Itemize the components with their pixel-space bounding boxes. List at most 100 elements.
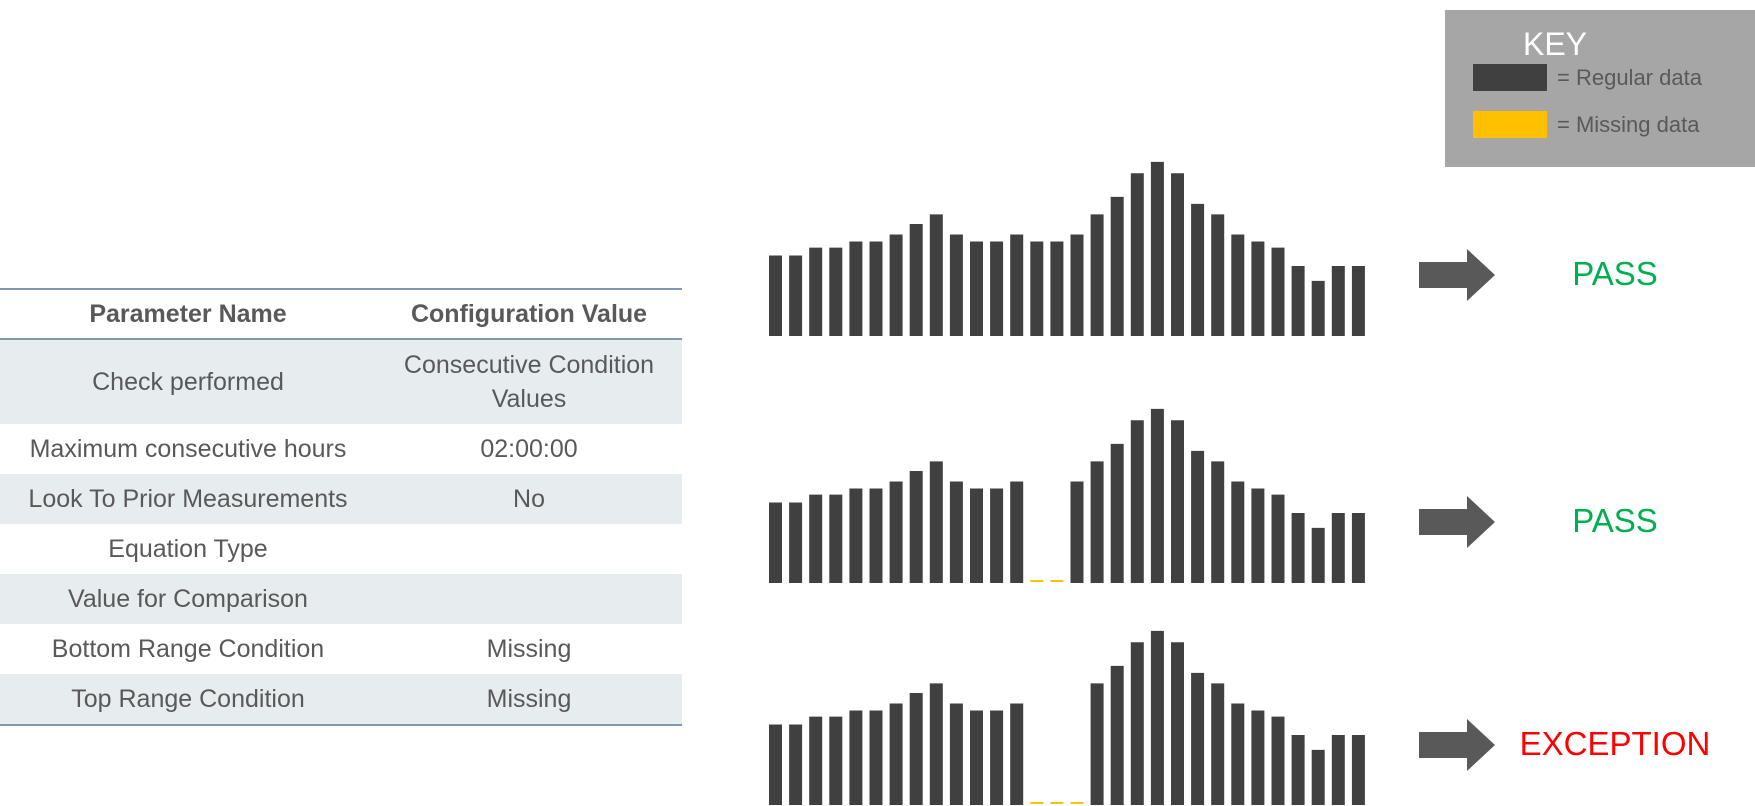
data-bar bbox=[1191, 450, 1205, 583]
missing-data-mark bbox=[1030, 580, 1044, 582]
data-bar bbox=[1291, 735, 1305, 805]
header-parameter-name: Parameter Name bbox=[0, 289, 376, 340]
missing-data-mark bbox=[1050, 580, 1064, 582]
data-bar bbox=[1150, 408, 1164, 583]
data-bar bbox=[1271, 716, 1285, 805]
data-bar bbox=[1191, 203, 1205, 336]
table-row: Check performed Consecutive Condition Va… bbox=[0, 339, 682, 424]
data-bar bbox=[1010, 703, 1024, 805]
data-bar bbox=[1331, 266, 1345, 336]
key-item-regular: = Regular data bbox=[1473, 64, 1702, 91]
data-bar bbox=[1231, 234, 1245, 336]
data-bar bbox=[889, 703, 903, 805]
key-legend: KEY = Regular data = Missing data bbox=[1445, 10, 1755, 167]
data-bar bbox=[1251, 710, 1265, 805]
param-value bbox=[376, 574, 682, 624]
data-bar bbox=[1130, 173, 1144, 336]
data-bar bbox=[1211, 461, 1225, 583]
data-bar bbox=[949, 481, 963, 583]
table-row: Bottom Range Condition Missing bbox=[0, 624, 682, 674]
data-bar bbox=[1311, 280, 1325, 336]
key-item-missing: = Missing data bbox=[1473, 111, 1699, 138]
key-label-missing: = Missing data bbox=[1557, 111, 1700, 137]
data-bar bbox=[769, 255, 782, 336]
param-value: Missing bbox=[486, 634, 572, 663]
data-bar bbox=[849, 241, 863, 336]
data-bar bbox=[1291, 513, 1305, 583]
data-bar bbox=[1110, 665, 1124, 805]
data-bar bbox=[1090, 214, 1104, 336]
data-bar bbox=[849, 710, 863, 805]
data-bar bbox=[949, 234, 963, 336]
data-bar bbox=[1130, 642, 1144, 805]
data-bar bbox=[1030, 241, 1044, 336]
param-value: No bbox=[376, 474, 682, 524]
data-bar bbox=[869, 241, 883, 336]
data-bar bbox=[1311, 527, 1325, 583]
key-title: KEY bbox=[1522, 26, 1588, 62]
data-bar bbox=[789, 255, 803, 336]
table-row: Look To Prior Measurements No bbox=[0, 474, 682, 524]
param-name: Maximum consecutive hours bbox=[29, 434, 347, 463]
data-bar bbox=[909, 224, 923, 336]
missing-data-mark bbox=[1050, 802, 1064, 804]
data-bar bbox=[990, 241, 1004, 336]
data-bar bbox=[1171, 642, 1184, 805]
data-bar bbox=[769, 502, 782, 583]
key-label-regular: = Regular data bbox=[1557, 64, 1702, 90]
parameter-table: Parameter Name Configuration Value Check… bbox=[0, 288, 682, 726]
data-bar bbox=[829, 716, 843, 805]
data-bar bbox=[1351, 735, 1365, 805]
data-bar bbox=[869, 710, 883, 805]
arrow-right-icon bbox=[1419, 496, 1495, 548]
data-bar bbox=[809, 247, 823, 336]
missing-data-mark bbox=[1030, 802, 1044, 804]
data-bar bbox=[990, 710, 1004, 805]
data-bar bbox=[1251, 241, 1265, 336]
data-bar bbox=[1311, 749, 1325, 805]
param-value: Missing bbox=[376, 674, 682, 725]
table-row: Top Range Condition Missing bbox=[0, 674, 682, 725]
param-name: Look To Prior Measurements bbox=[0, 474, 376, 524]
data-bar bbox=[1351, 513, 1365, 583]
data-bar bbox=[809, 494, 823, 583]
data-bar bbox=[769, 724, 782, 805]
data-bar bbox=[849, 488, 863, 583]
data-bar bbox=[789, 502, 803, 583]
result-label-2: PASS bbox=[1572, 502, 1658, 539]
data-bar bbox=[1291, 266, 1305, 336]
data-bar bbox=[1331, 513, 1345, 583]
data-bar bbox=[990, 488, 1004, 583]
data-bar bbox=[929, 683, 943, 805]
data-bar bbox=[1010, 234, 1024, 336]
data-bar bbox=[1171, 420, 1184, 583]
data-bar bbox=[1211, 683, 1225, 805]
data-bar bbox=[889, 481, 903, 583]
data-bar bbox=[909, 693, 923, 805]
data-bar bbox=[1271, 247, 1285, 336]
result-label-1: PASS bbox=[1572, 255, 1658, 292]
data-bar bbox=[1171, 173, 1184, 336]
data-bar bbox=[1010, 481, 1024, 583]
data-bar bbox=[829, 494, 843, 583]
data-bar bbox=[1110, 196, 1124, 336]
data-bar bbox=[929, 214, 943, 336]
data-bar bbox=[789, 724, 803, 805]
table-row: Equation Type bbox=[0, 524, 682, 574]
data-bar bbox=[1110, 443, 1124, 583]
arrow-right-icon bbox=[1419, 719, 1495, 771]
data-bar bbox=[929, 461, 943, 583]
data-bar bbox=[1050, 241, 1064, 336]
data-bar bbox=[889, 234, 903, 336]
data-bar bbox=[1090, 683, 1104, 805]
data-bar bbox=[1271, 494, 1285, 583]
regular-data-swatch bbox=[1473, 64, 1547, 91]
missing-data-mark bbox=[1070, 802, 1084, 804]
param-value: 02:00:00 bbox=[480, 434, 578, 463]
data-bar bbox=[869, 488, 883, 583]
data-bar bbox=[909, 471, 923, 583]
data-bar bbox=[970, 488, 983, 583]
data-bar bbox=[1191, 672, 1205, 805]
data-bar bbox=[970, 241, 983, 336]
